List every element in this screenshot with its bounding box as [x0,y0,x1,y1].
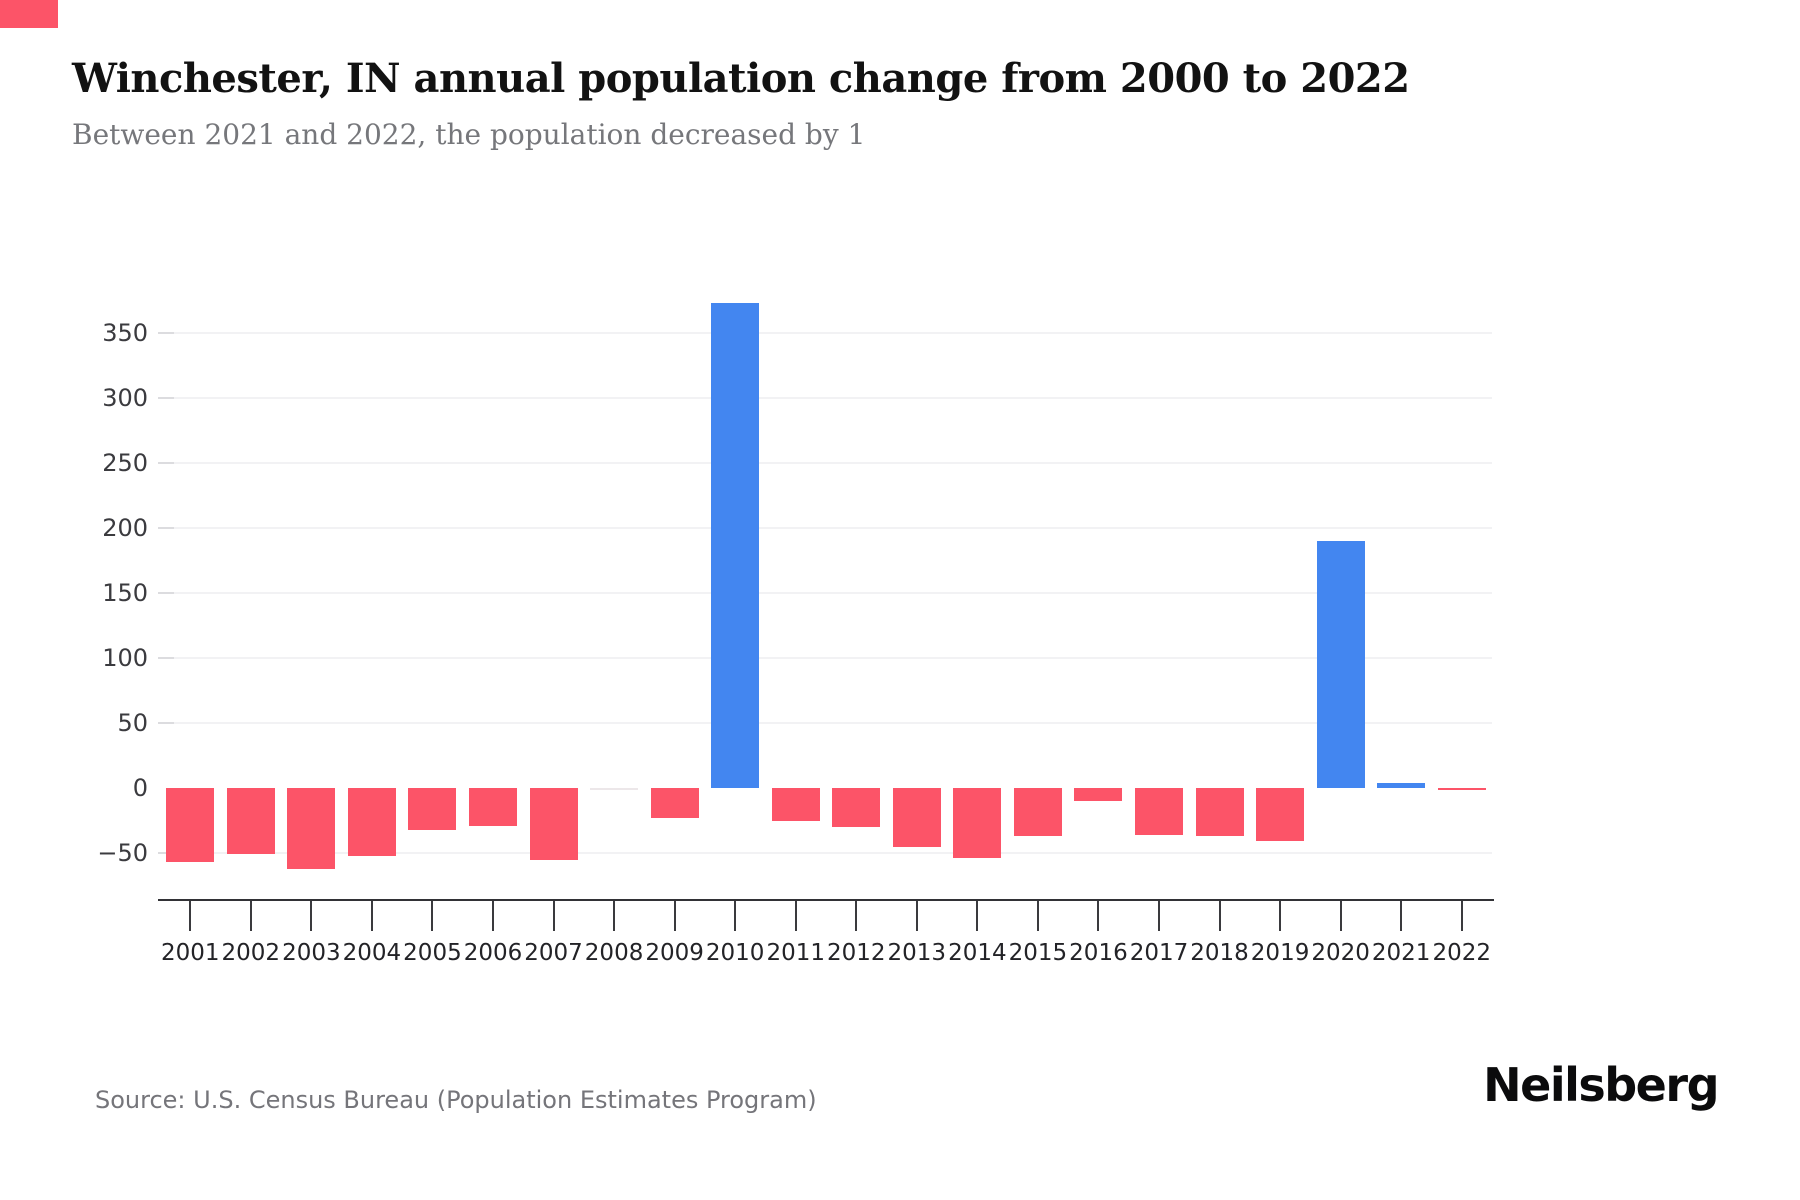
gridline-150 [160,592,1492,594]
gridline-stub-350 [158,332,174,334]
x-tick-2003 [310,901,313,931]
x-label-2010: 2010 [705,940,765,966]
page-subtitle: Between 2021 and 2022, the population de… [72,118,866,151]
x-tick-2011 [794,901,797,931]
x-tick-2016 [1097,901,1100,931]
bar-2011[interactable] [771,788,820,821]
x-tick-2005 [431,901,434,931]
x-tick-2020 [1339,901,1342,931]
x-label-2005: 2005 [403,940,462,966]
bar-2017[interactable] [1135,788,1183,835]
x-label-2019: 2019 [1250,940,1310,966]
x-label-2004: 2004 [342,940,402,966]
bar-2020[interactable] [1316,541,1365,788]
x-tick-2006 [492,901,494,931]
x-label-2021: 2021 [1371,940,1431,966]
y-label-50: 50 [117,709,148,737]
x-label-2012: 2012 [826,940,886,966]
bar-2009[interactable] [650,788,699,818]
x-label-2013: 2013 [887,940,947,966]
bar-2022[interactable] [1437,788,1486,790]
x-tick-2008 [613,901,616,931]
gridline-stub-100 [158,657,174,659]
x-tick-2012 [855,901,858,931]
bar-2015[interactable] [1013,788,1062,837]
x-label-2003: 2003 [282,940,341,966]
x-label-2002: 2002 [221,940,281,966]
x-tick-2022 [1460,901,1463,931]
page-title: Winchester, IN annual population change … [72,55,1410,102]
x-label-2014: 2014 [948,940,1007,966]
gridline-stub-50 [158,722,174,724]
gridline-350 [160,332,1492,334]
gridline-stub-150 [158,592,174,594]
x-tick-2014 [976,901,979,931]
bar-2019[interactable] [1256,788,1305,842]
x-label-2022: 2022 [1432,940,1491,966]
x-tick-2015 [1036,901,1039,931]
x-label-2018: 2018 [1190,940,1249,966]
y-label-250: 250 [102,449,148,477]
source-text: Source: U.S. Census Bureau (Population E… [95,1086,817,1114]
gridline--50 [160,852,1492,854]
x-label-2006: 2006 [463,940,523,966]
bar-2014[interactable] [953,788,1002,859]
x-tick-2010 [734,901,737,931]
gridline-stub-200 [158,527,174,529]
bar-2001[interactable] [166,788,215,863]
bar-2013[interactable] [892,788,941,847]
bar-2012[interactable] [832,788,881,827]
x-label-2008: 2008 [584,940,644,966]
x-label-2015: 2015 [1008,940,1068,966]
x-label-2020: 2020 [1311,940,1370,966]
x-tick-2009 [673,901,676,931]
corner-brand-flag [0,0,58,28]
gridline-stub-250 [158,462,174,464]
y-label--50: −50 [97,839,148,867]
bar-2018[interactable] [1195,788,1244,837]
gridline-300 [160,397,1492,399]
x-tick-2013 [915,901,918,931]
gridline-250 [160,462,1492,464]
y-label-100: 100 [102,644,148,672]
x-tick-2017 [1158,901,1160,931]
y-label-200: 200 [102,514,148,542]
x-tick-2019 [1279,901,1282,931]
bar-2016[interactable] [1074,788,1123,801]
y-label-300: 300 [102,384,148,412]
x-tick-2018 [1218,901,1221,931]
x-label-2016: 2016 [1069,940,1128,966]
bar-2010[interactable] [711,303,760,788]
gridline-100 [160,657,1492,659]
bar-2008[interactable] [590,788,639,790]
gridline-stub-300 [158,397,174,399]
brand-logo: Neilsberg [1483,1058,1719,1112]
bar-2007[interactable] [529,788,578,860]
x-label-2001: 2001 [160,940,220,966]
y-label-350: 350 [102,319,148,347]
x-label-2009: 2009 [645,940,704,966]
gridline-stub--50 [158,852,174,854]
x-label-2011: 2011 [766,940,825,966]
x-tick-2007 [552,901,555,931]
y-label-150: 150 [102,579,148,607]
bar-2006[interactable] [469,788,517,826]
gridline-50 [160,722,1492,724]
y-label-0: 0 [132,774,148,802]
x-tick-2002 [249,901,252,931]
x-label-2017: 2017 [1129,940,1189,966]
x-tick-2021 [1400,901,1403,931]
x-axis-line [158,899,1494,901]
bar-2002[interactable] [226,788,275,855]
bar-2021[interactable] [1377,782,1426,788]
bar-2003[interactable] [287,788,336,869]
bar-2005[interactable] [408,788,457,830]
x-tick-2004 [370,901,373,931]
x-tick-2001 [189,901,192,931]
bar-2004[interactable] [347,788,396,856]
gridline-200 [160,527,1492,529]
x-label-2007: 2007 [524,940,583,966]
